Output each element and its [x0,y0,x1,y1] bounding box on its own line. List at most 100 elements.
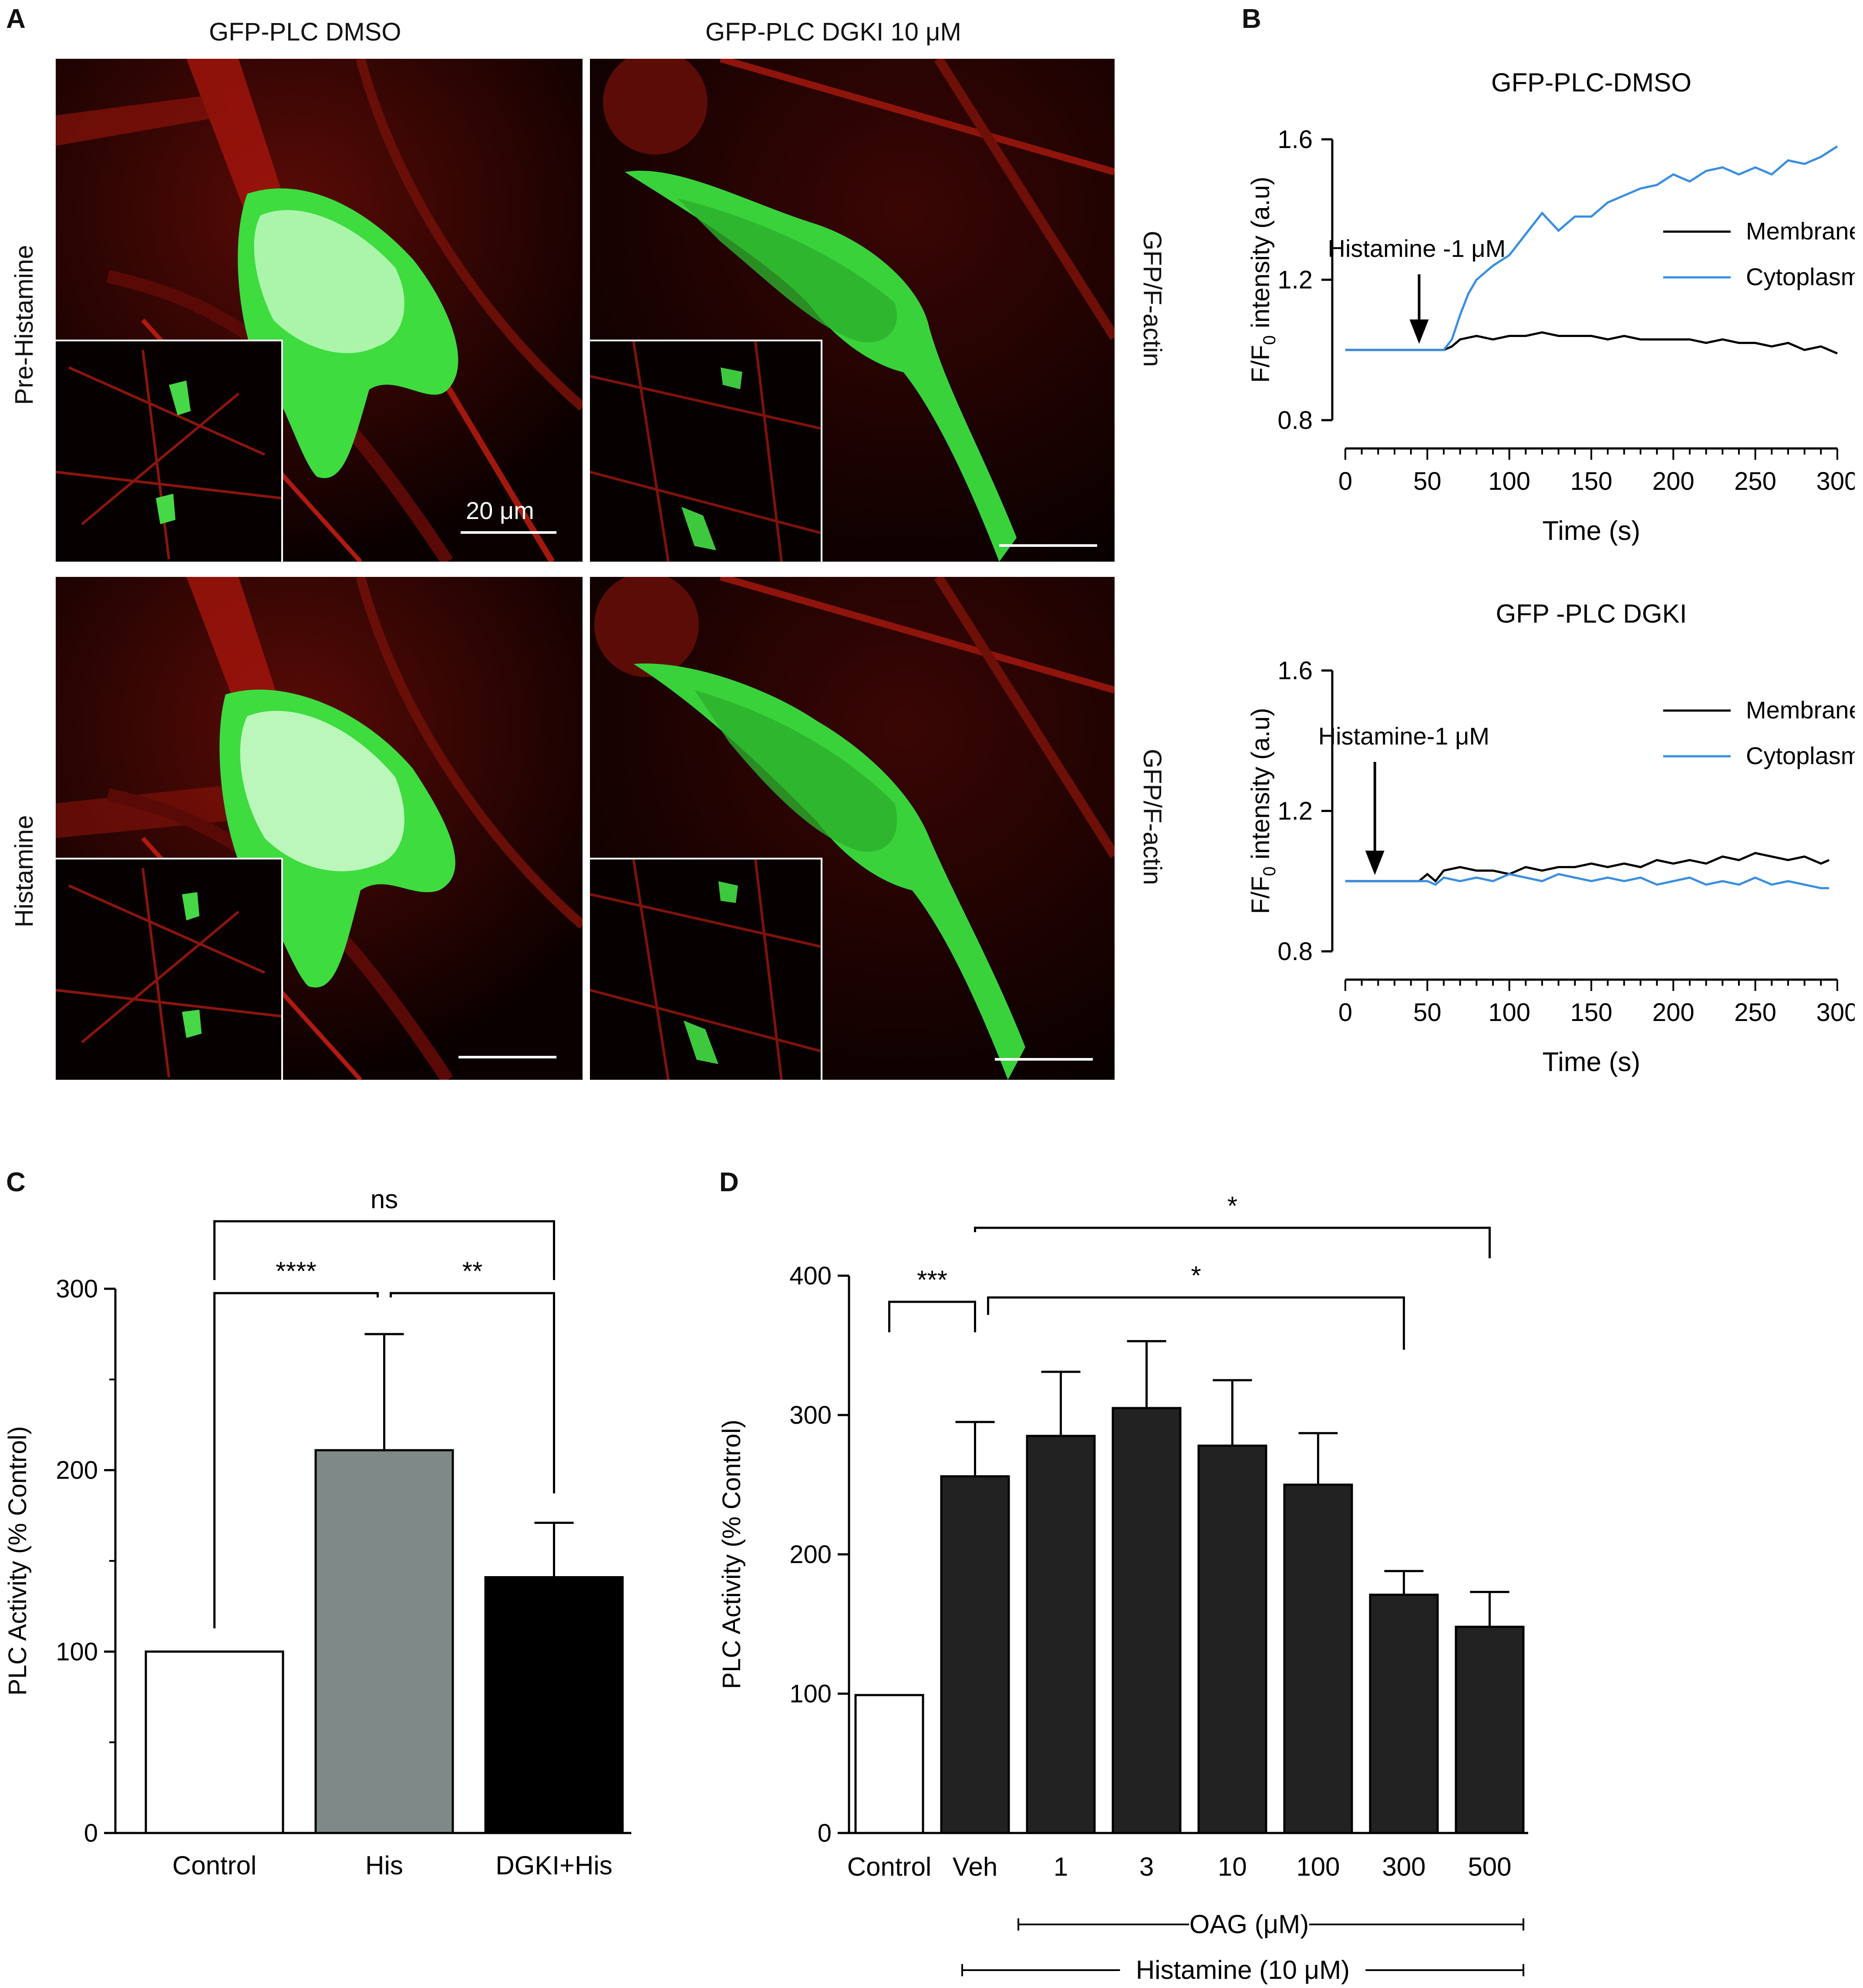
significance-label: * [1227,1191,1237,1220]
chart-b-bottom: GFP -PLC DGKI 0.8 1.2 1.6 F/F0 intensity (a.… [1246,599,1855,1077]
significance-bracket [974,1226,1491,1258]
significance-bracket [987,1296,1405,1350]
micrograph-dmso-his [56,577,583,1080]
x-tick-label: 150 [1570,467,1613,495]
annotation-label: Histamine -1 μM [1328,235,1506,262]
bar-veh [940,1475,1010,1834]
category-label: Control [172,1851,256,1880]
category-label: 10 [1218,1852,1247,1881]
group-label-bg [1189,1907,1309,1937]
y-tick-label: 0.8 [1277,937,1313,966]
series-line-membrane [1345,852,1830,883]
legend-label: Membrane [1746,696,1855,724]
y-axis-label: F/F0 intensity (a.u) [1246,177,1279,383]
x-tick-label: 100 [1488,467,1530,495]
inset-dgki-his [590,858,822,1080]
x-tick-label: 200 [1652,467,1695,495]
significance-bracket [888,1301,976,1332]
y-tick-label: 0 [818,1819,832,1847]
x-axis-label: Time (s) [1543,1047,1641,1077]
row-label-histamine: Histamine [10,815,38,927]
scale-bar [995,1058,1093,1061]
bar-300 [1369,1594,1439,1834]
y-tick-label: 100 [789,1680,832,1708]
annotation-arrow-head [1365,850,1385,875]
x-axis-label: Time (s) [1543,516,1641,546]
significance-label: *** [917,1265,947,1294]
chart-title: GFP-PLC-DMSO [1491,68,1691,97]
category-label: His [365,1851,403,1880]
y-tick-label: 1.2 [1277,797,1313,826]
category-label: 1 [1054,1852,1068,1881]
significance-label: **** [276,1257,316,1286]
y-tick-label: 1.2 [1277,266,1313,294]
panel-a-letter: A [6,4,26,34]
scale-bar [458,1056,556,1058]
significance-bracket [390,1292,555,1493]
micrograph-dmso-pre: 20 μm [56,59,583,562]
scale-bar [999,544,1097,547]
scale-bar-label: 20 μm [466,497,534,524]
bar-control [145,1650,284,1834]
row-label-pre-histamine: Pre-Histamine [10,245,38,405]
y-tick-label: 100 [56,1638,98,1666]
y-axis-label: PLC Activity (% Control) [718,1420,746,1689]
series-line-cytoplasm [1345,873,1829,890]
inset-dmso-pre [56,340,283,562]
y-tick-label: 1.6 [1277,657,1313,685]
micrograph-dgki-his [590,577,1115,1080]
panel-b-letter: B [1242,4,1261,34]
legend-label: Membrane [1746,217,1855,245]
bar-his [314,1449,454,1834]
significance-label: ** [462,1257,483,1286]
category-label: 500 [1468,1852,1511,1881]
chart-b-top: GFP-PLC-DMSO 0.8 1.2 1.6 F/F0 intensity (a.u… [1246,68,1855,546]
x-tick-label: 300 [1816,467,1855,495]
chart-c: 0 100 200 300 PLC Activity (% Control) Contro… [3,1185,631,1880]
y-tick-label: 400 [789,1262,832,1290]
bar-dgki+his [484,1576,624,1834]
legend-label: Cytoplasm [1746,742,1855,769]
y-tick-label: 300 [789,1401,832,1429]
bar-100 [1283,1483,1353,1834]
bar-3 [1112,1407,1182,1834]
x-tick-label: 300 [1816,998,1855,1027]
x-tick-label: 50 [1413,998,1442,1027]
y-tick-label: 0.8 [1277,406,1313,435]
col-title-dmso: GFP-PLC DMSO [209,18,401,46]
y-tick-label: 200 [56,1456,98,1485]
legend-label: Cytoplasm [1746,263,1855,290]
side-label-top: GFP/F-actin [1138,231,1166,367]
y-tick-label: 200 [789,1540,832,1569]
panel-d-letter: D [719,1167,739,1197]
x-tick-label: 50 [1413,467,1442,495]
category-label: Veh [953,1852,997,1881]
group-label: Histamine (10 μM) [1136,1955,1350,1985]
y-axis-label: F/F0 intensity (a.u) [1246,708,1279,914]
x-tick-label: 150 [1570,998,1613,1027]
series-line-cytoplasm [1345,145,1838,351]
x-tick-label: 200 [1652,998,1695,1027]
category-label: 300 [1382,1852,1425,1881]
x-tick-label: 0 [1338,467,1352,495]
micrograph-dgki-pre [590,59,1115,562]
bar-1 [1026,1435,1096,1834]
significance-bracket [213,1220,555,1280]
y-tick-label: 300 [56,1275,98,1303]
x-tick-label: 250 [1734,998,1776,1027]
bar-500 [1455,1625,1525,1834]
chart-title: GFP -PLC DGKI [1496,599,1687,628]
inset-dgki-pre [590,340,822,562]
significance-label: * [1191,1261,1201,1290]
category-label: Control [847,1852,931,1881]
x-tick-label: 250 [1734,467,1776,495]
group-label-bg [1120,1953,1366,1983]
annotation-label: Histamine-1 μM [1318,722,1489,750]
y-tick-label: 0 [84,1819,98,1847]
category-label: 100 [1296,1852,1340,1881]
x-tick-label: 100 [1488,998,1530,1027]
side-label-bottom: GFP/F-actin [1138,749,1166,885]
panel-c-letter: C [6,1167,26,1197]
annotation-arrow-head [1409,319,1429,344]
